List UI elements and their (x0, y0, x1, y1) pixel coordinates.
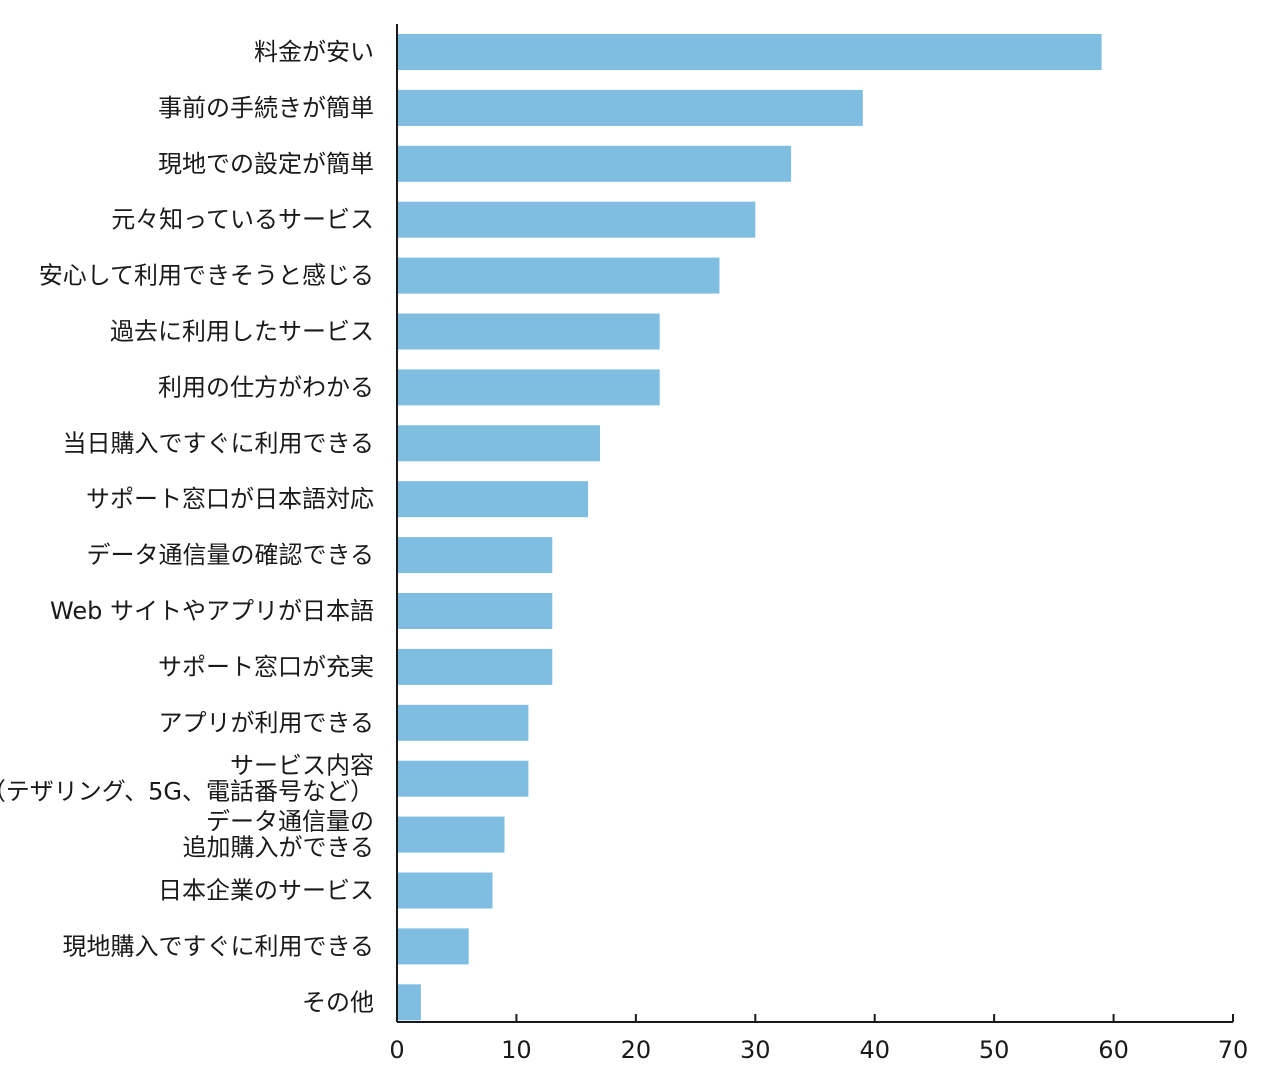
category-label: 過去に利用したサービス (110, 318, 374, 346)
bar (397, 145, 792, 182)
category-label: 料金が安い (254, 38, 374, 66)
category-label: 現地での設定が簡単 (158, 150, 374, 178)
category-label: データ通信量の (206, 808, 374, 836)
x-tick-label: 40 (859, 1036, 890, 1064)
category-label: 当日購入ですぐに利用できる (62, 429, 374, 457)
bar (397, 984, 421, 1021)
category-label: Web サイトやアプリが日本語 (50, 597, 374, 625)
bar (397, 760, 529, 797)
x-tick-label: 70 (1218, 1036, 1249, 1064)
bar (397, 34, 1102, 70)
x-tick-label: 20 (621, 1036, 652, 1064)
bars-group (397, 34, 1102, 1021)
category-label: サービス内容 (230, 752, 374, 780)
category-label: 利用の仕方がわかる (158, 373, 374, 401)
category-label: 事前の手続きが簡単 (158, 94, 374, 122)
bar (397, 648, 553, 685)
category-label: その他 (302, 988, 374, 1016)
category-labels-group: 料金が安い事前の手続きが簡単現地での設定が簡単元々知っているサービス安心して利用… (0, 38, 374, 1016)
x-tick-label: 10 (501, 1036, 532, 1064)
bar (397, 425, 600, 462)
bar (397, 704, 529, 741)
category-label: サポート窓口が充実 (158, 653, 374, 681)
category-label: 安心して利用できそうと感じる (39, 262, 374, 290)
x-tick-label: 50 (979, 1036, 1010, 1064)
category-label: データ通信量の確認できる (86, 541, 374, 569)
x-tick-label: 60 (1098, 1036, 1129, 1064)
category-label: アプリが利用できる (158, 709, 374, 737)
category-label: 元々知っているサービス (111, 206, 374, 234)
x-tick-label: 0 (389, 1036, 404, 1064)
category-label: 日本企業のサービス (158, 877, 374, 905)
bar (397, 89, 863, 126)
category-label: 追加購入ができる (182, 834, 374, 862)
bar (397, 928, 469, 965)
category-label: 現地購入ですぐに利用できる (62, 932, 374, 960)
bar (397, 369, 660, 406)
bar (397, 537, 553, 574)
bar (397, 816, 505, 853)
bar (397, 872, 493, 909)
bar (397, 257, 720, 294)
bar (397, 481, 589, 518)
bar (397, 201, 756, 238)
bar (397, 313, 660, 350)
x-ticks-group: 0 10 20 30 40 50 60 70 (389, 1014, 1248, 1064)
category-label: サポート窓口が日本語対応 (86, 485, 374, 513)
x-tick-label: 30 (740, 1036, 771, 1064)
bar (397, 593, 553, 629)
category-label: （テザリング、5G、電話番号など） (0, 778, 374, 806)
